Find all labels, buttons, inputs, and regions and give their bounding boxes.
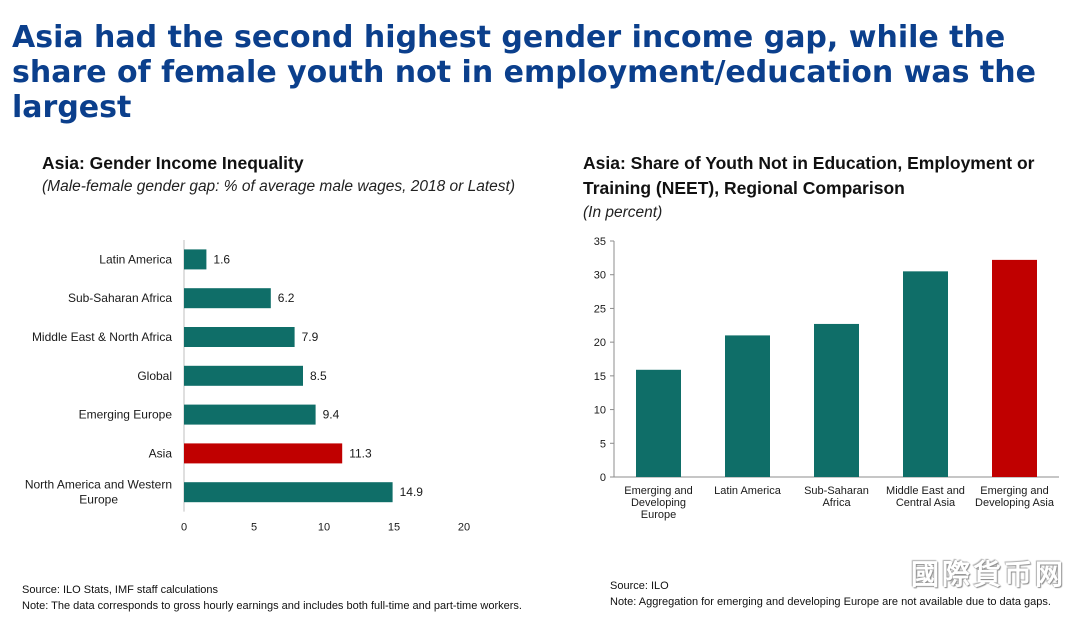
category-label-2: Sub-Saharan Africa [804,485,869,509]
x-tick-label-2: 10 [318,522,330,534]
value-label-1: 6.2 [278,291,295,305]
x-tick-label-3: 15 [388,522,400,534]
value-label-2: 7.9 [302,330,319,344]
bar-3 [903,271,948,477]
category-label-0: Latin America [99,252,172,266]
neet-share-chart: 0 5 10 15 20 25 30 35 Emerging and Developing Euro… [594,236,1059,521]
bar-4 [992,259,1037,477]
bar-0 [184,249,207,270]
left-chart-title: Asia: Gender Income Inequality [42,153,304,173]
y-tick-label-5: 25 [594,303,606,315]
bar-4 [184,404,316,425]
category-label-1: Latin America [714,485,782,497]
value-label-4: 9.4 [323,408,340,422]
left-source: Source: ILO Stats, IMF staff calculation… [22,584,219,596]
y-tick-label-6: 30 [594,270,606,282]
category-label-3: Middle East and Central Asia [886,485,965,509]
gender-income-gap-chart: 1.6 Latin America 6.2 Sub-Saharan Africa 7.9… [25,240,470,534]
y-tick-label-7: 35 [594,236,606,248]
watermark-logo: 國際貨币网 [910,558,1066,591]
right-chart-title: Asia: Share of Youth Not in Education, E… [583,153,1035,198]
value-label-0: 1.6 [213,252,230,266]
left-note: Note: The data corresponds to gross hour… [22,600,522,612]
category-label-4: Emerging Europe [79,408,173,422]
category-label-0: Emerging and Developing Europe [624,485,693,521]
category-label-2: Middle East & North Africa [32,330,172,344]
y-tick-label-3: 15 [594,371,606,383]
bar-2 [184,327,295,347]
y-tick-label-2: 10 [594,405,606,417]
y-tick-label-4: 20 [594,337,606,349]
bar-2 [814,323,859,477]
bar-3 [184,365,303,386]
x-tick-label-0: 0 [181,522,187,534]
page-headline: Asia had the second highest gender incom… [12,20,1036,125]
value-label-5: 11.3 [349,446,372,460]
y-tick-label-0: 0 [600,472,606,484]
x-tick-label-1: 5 [251,522,257,534]
y-tick-label-1: 5 [600,438,606,450]
bar-1 [725,335,770,477]
category-label-4: Emerging and Developing Asia [975,485,1055,509]
bar-5 [184,443,343,464]
value-label-3: 8.5 [310,369,327,383]
category-label-5: Asia [149,446,173,460]
bar-6 [184,482,393,503]
bar-0 [636,369,681,477]
bar-1 [184,288,271,309]
right-note: Note: Aggregation for emerging and devel… [610,596,1051,608]
x-tick-label-4: 20 [458,522,470,534]
value-label-6: 14.9 [400,485,424,499]
category-label-3: Global [137,369,172,383]
category-label-1: Sub-Saharan Africa [68,291,172,305]
right-chart-subtitle: (In percent) [583,204,663,221]
left-chart-subtitle: (Male-female gender gap: % of average ma… [42,178,516,195]
category-label-6: North America and Western Europe [25,478,172,507]
right-source: Source: ILO [610,580,669,592]
